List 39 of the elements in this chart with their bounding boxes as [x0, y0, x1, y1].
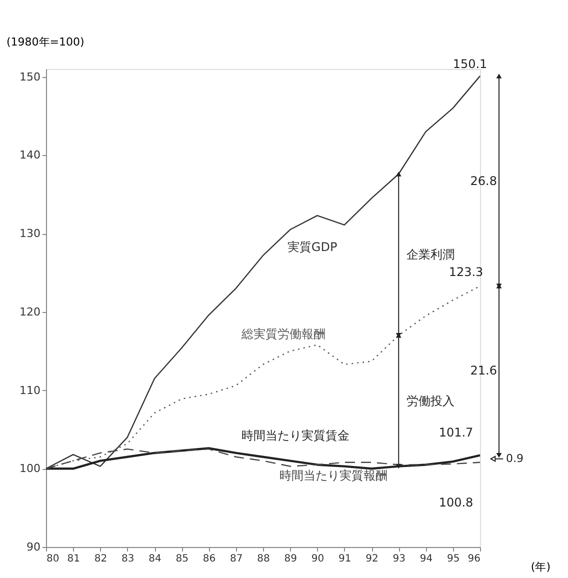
y-tick-label: 110: [20, 384, 40, 397]
x-tick-label: 86: [202, 554, 216, 564]
y-tick-label: 120: [20, 305, 40, 318]
y-tick-label: 140: [20, 148, 40, 162]
annotation: 21.6: [470, 364, 497, 378]
x-tick-label: 81: [67, 554, 80, 564]
annotation: 労働投入: [406, 394, 455, 408]
x-tick-label: 93: [392, 554, 406, 564]
data-label: 101.7: [438, 425, 474, 440]
x-tick-label: 87: [230, 554, 243, 564]
x-tick-label: 83: [122, 554, 134, 564]
x-tick-label: 90: [311, 554, 324, 564]
x-tick-label: 85: [176, 554, 188, 564]
x-tick-label: 91: [338, 554, 352, 564]
x-axis-title: (年): [530, 560, 550, 574]
series-label: 総実質労働報酬: [240, 326, 326, 341]
x-tick-label: 92: [366, 554, 378, 564]
y-tick-label: 100: [20, 462, 40, 476]
x-tick-label: 89: [284, 554, 297, 564]
y-tick-label: 150: [20, 70, 40, 84]
x-tick-label: 96: [468, 554, 480, 564]
annotation: 企業利潤: [406, 248, 455, 262]
series-label: 実質GDP: [287, 240, 338, 254]
data-label: 123.3: [448, 265, 484, 280]
series-label: 時間当たり実質賃金: [241, 428, 350, 443]
x-tick-label: 94: [420, 554, 433, 564]
y-tick-label: 130: [20, 227, 40, 240]
x-tick-label: 80: [46, 554, 60, 564]
annotation: 26.8: [470, 174, 497, 188]
y-axis-title: (1980年=100): [6, 36, 84, 48]
x-tick-label: 82: [94, 554, 108, 564]
x-tick-label: 84: [148, 554, 162, 564]
x-tick-label: 88: [257, 554, 270, 564]
text: 0.9: [506, 452, 524, 465]
data-label: 150.1: [452, 57, 488, 72]
data-label: 100.8: [438, 495, 474, 510]
x-tick-label: 95: [447, 554, 460, 564]
series-label: 時間当たり実質報酬: [279, 468, 388, 483]
y-tick-label: 90: [26, 540, 40, 554]
